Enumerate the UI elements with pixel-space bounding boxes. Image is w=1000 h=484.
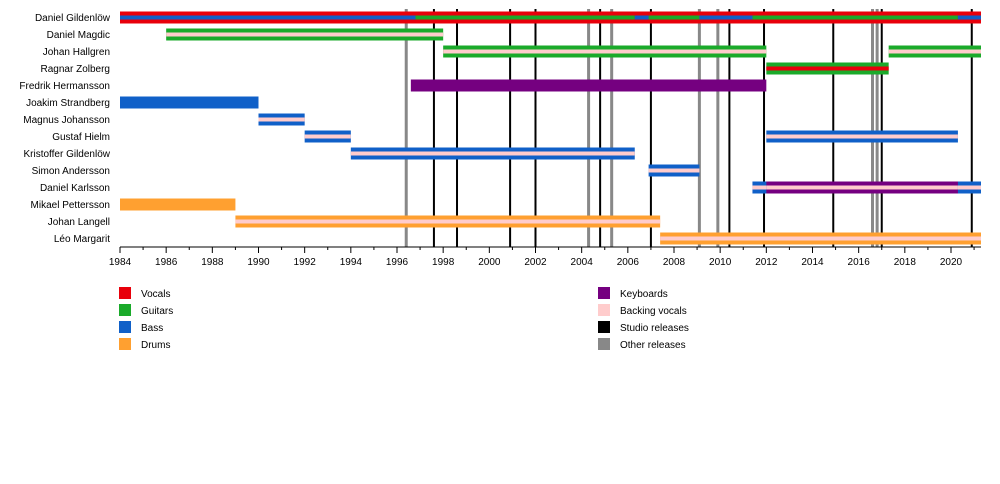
legend-label-keyboards: Keyboards xyxy=(620,289,668,300)
legend: Vocals Guitars Bass Drums Keyboards Backing v… xyxy=(119,287,689,351)
member-bar-keyboards xyxy=(410,79,767,92)
legend-swatch-vocals xyxy=(119,287,131,299)
legend-label-other: Other releases xyxy=(620,340,686,351)
member-label: Kristoffer Gildenlöw xyxy=(23,149,110,160)
legend-swatch-backing xyxy=(598,304,610,316)
member-bar-overlay-backing xyxy=(957,185,981,190)
x-tick-label: 2020 xyxy=(940,257,963,268)
legend-label-studio: Studio releases xyxy=(620,323,689,334)
member-bar-overlay-guitars xyxy=(120,15,981,20)
member-bar-overlay-backing xyxy=(888,49,981,54)
x-tick-label: 2018 xyxy=(894,257,917,268)
member-bar-overlay-backing xyxy=(443,49,767,54)
member-label: Simon Andersson xyxy=(32,166,110,177)
member-label: Joakim Strandberg xyxy=(26,98,110,109)
member-bar-overlay-backing xyxy=(648,168,700,173)
member-bar-overlay-backing xyxy=(766,134,958,139)
member-bar-overlay-bass xyxy=(634,15,649,20)
x-tick-label: 2002 xyxy=(524,257,547,268)
member-bar-overlay-backing xyxy=(235,219,661,224)
x-tick-label: 2012 xyxy=(755,257,778,268)
x-tick-label: 2010 xyxy=(709,257,732,268)
member-bar-overlay-backing xyxy=(752,185,767,190)
x-tick-label: 1994 xyxy=(340,257,363,268)
member-label: Fredrik Hermansson xyxy=(19,81,110,92)
x-tick-label: 1984 xyxy=(109,257,132,268)
member-bar-overlay-backing xyxy=(304,134,351,139)
member-bar-drums xyxy=(120,198,236,211)
member-label: Gustaf Hielm xyxy=(52,132,110,143)
member-bar-overlay-bass xyxy=(120,15,416,20)
member-label: Léo Margarit xyxy=(54,234,110,245)
x-tick-label: 1998 xyxy=(432,257,455,268)
legend-swatch-guitars xyxy=(119,304,131,316)
member-bar-overlay-backing xyxy=(752,185,981,190)
member-bars xyxy=(120,11,981,245)
legend-swatch-other xyxy=(598,338,610,350)
x-tick-label: 2004 xyxy=(571,257,594,268)
member-label: Mikael Pettersson xyxy=(31,200,110,211)
legend-swatch-keyboards xyxy=(598,287,610,299)
x-tick-label: 1986 xyxy=(155,257,178,268)
legend-swatch-drums xyxy=(119,338,131,350)
x-tick-label: 2014 xyxy=(801,257,824,268)
member-labels: Daniel Gildenlöw Daniel Magdic Johan Hallg… xyxy=(19,13,110,245)
member-label: Magnus Johansson xyxy=(23,115,110,126)
member-label: Johan Langell xyxy=(48,217,110,228)
member-bar-overlay-backing xyxy=(166,32,444,37)
legend-label-backing: Backing vocals xyxy=(620,306,687,317)
member-bar-overlay-bass xyxy=(957,15,981,20)
release-lines xyxy=(404,9,973,247)
member-bar-overlay-backing xyxy=(660,236,981,241)
member-label: Daniel Karlsson xyxy=(40,183,110,194)
member-label: Daniel Magdic xyxy=(47,30,110,41)
x-tick-label: 2008 xyxy=(663,257,686,268)
legend-label-guitars: Guitars xyxy=(141,306,173,317)
legend-label-bass: Bass xyxy=(141,323,163,334)
x-tick-label: 2006 xyxy=(617,257,640,268)
x-tick-label: 1996 xyxy=(386,257,409,268)
member-label: Johan Hallgren xyxy=(43,47,110,58)
member-bar-overlay-vocals xyxy=(766,66,889,71)
member-bar-overlay-backing xyxy=(350,151,635,156)
x-tick-label: 1990 xyxy=(247,257,270,268)
x-axis: 1984 1986 1988 1990 1992 1994 1996 1998 2000 2002… xyxy=(109,246,981,268)
member-bar-bass xyxy=(120,96,259,109)
legend-label-vocals: Vocals xyxy=(141,289,170,300)
legend-label-drums: Drums xyxy=(141,340,170,351)
legend-swatch-studio xyxy=(598,321,610,333)
member-bar-overlay-bass xyxy=(699,15,753,20)
member-bar-overlay-backing xyxy=(258,117,305,122)
member-label: Daniel Gildenlöw xyxy=(35,13,111,24)
x-tick-label: 2000 xyxy=(478,257,501,268)
x-tick-label: 1988 xyxy=(201,257,224,268)
x-tick-label: 2016 xyxy=(848,257,871,268)
member-label: Ragnar Zolberg xyxy=(41,64,110,75)
legend-swatch-bass xyxy=(119,321,131,333)
x-tick-label: 1992 xyxy=(294,257,317,268)
